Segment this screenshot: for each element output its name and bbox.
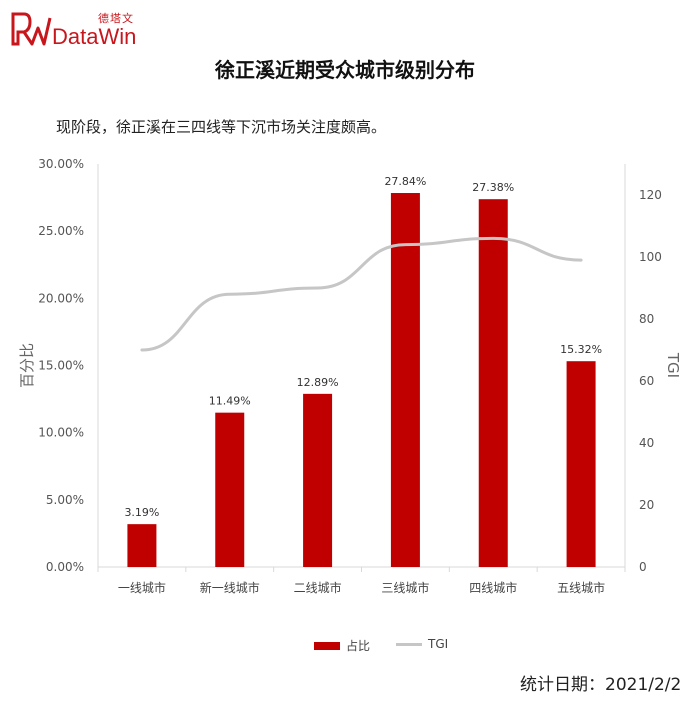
legend-label-bar: 占比 xyxy=(346,639,371,653)
bar-data-label: 15.32% xyxy=(560,343,602,356)
bar xyxy=(215,412,245,567)
y2-tick-label: 100 xyxy=(639,250,662,264)
legend-swatch-bar xyxy=(314,641,340,650)
y-tick-label: 5.00% xyxy=(46,493,84,507)
bar xyxy=(566,361,596,567)
bar-data-label: 11.49% xyxy=(209,395,251,408)
tgi-line xyxy=(140,236,583,352)
legend-item-line: TGI xyxy=(396,637,448,651)
y2-tick-label: 40 xyxy=(639,436,654,450)
y-tick-label: 0.00% xyxy=(46,560,84,574)
y2-axis-label: TGI xyxy=(664,352,682,378)
bar xyxy=(127,524,157,567)
bar-data-label: 12.89% xyxy=(297,376,339,389)
x-tick-label: 四线城市 xyxy=(469,580,517,595)
bar xyxy=(390,193,420,568)
chart-line xyxy=(140,236,583,352)
bar-data-label: 27.84% xyxy=(384,175,426,188)
bar xyxy=(303,393,333,567)
footer-date: 统计日期：2021/2/2 xyxy=(520,675,682,695)
y-tick-label: 30.00% xyxy=(38,157,84,171)
x-tick-label: 二线城市 xyxy=(294,580,342,595)
chart-plot: 0.00% 5.00% 10.00% 15.00% 20.00% 25.00% 30.00%… xyxy=(18,157,682,595)
bar xyxy=(478,199,508,568)
chart-title: 徐正溪近期受众城市级别分布 xyxy=(215,58,475,82)
y2-tick-label: 20 xyxy=(639,498,654,512)
y-tick-label: 10.00% xyxy=(38,426,84,440)
chart-axes: 0.00% 5.00% 10.00% 15.00% 20.00% 25.00% 30.00%… xyxy=(18,157,682,595)
legend-item-bar: 占比 xyxy=(314,637,370,654)
x-tick-label: 三线城市 xyxy=(381,580,429,595)
chart-subtitle: 现阶段，徐正溪在三四线等下沉市场关注度颇高。 xyxy=(56,118,387,136)
chart-labels: 3.19% 11.49% 12.89% 27.84% 27.38% 15.32% xyxy=(124,175,602,519)
y-tick-label: 20.00% xyxy=(38,291,84,305)
chart-legend: 占比 TGI xyxy=(0,637,690,657)
bar-data-label: 3.19% xyxy=(124,506,159,519)
y-tick-label: 25.00% xyxy=(38,224,84,238)
y2-tick-label: 0 xyxy=(639,560,647,574)
y2-tick-label: 80 xyxy=(639,312,654,326)
y2-tick-label: 120 xyxy=(639,188,662,202)
bar-data-label: 27.38% xyxy=(472,181,514,194)
x-tick-label: 五线城市 xyxy=(557,580,605,595)
legend-label-line: TGI xyxy=(428,637,449,651)
datawin-logo-mark-icon xyxy=(11,12,52,46)
legend-swatch-line xyxy=(396,642,422,646)
chart-bars xyxy=(127,193,596,568)
y2-tick-label: 60 xyxy=(639,374,654,388)
y-axis-label: 百分比 xyxy=(18,343,36,388)
datawin-logo: 德塔文 DataWin xyxy=(10,10,210,50)
logo-cn-text: 德塔文 xyxy=(98,12,134,25)
x-tick-label: 新一线城市 xyxy=(200,580,260,595)
x-tick-label: 一线城市 xyxy=(118,580,166,595)
y-tick-label: 15.00% xyxy=(38,359,84,373)
logo-en-text: DataWin xyxy=(52,24,137,49)
